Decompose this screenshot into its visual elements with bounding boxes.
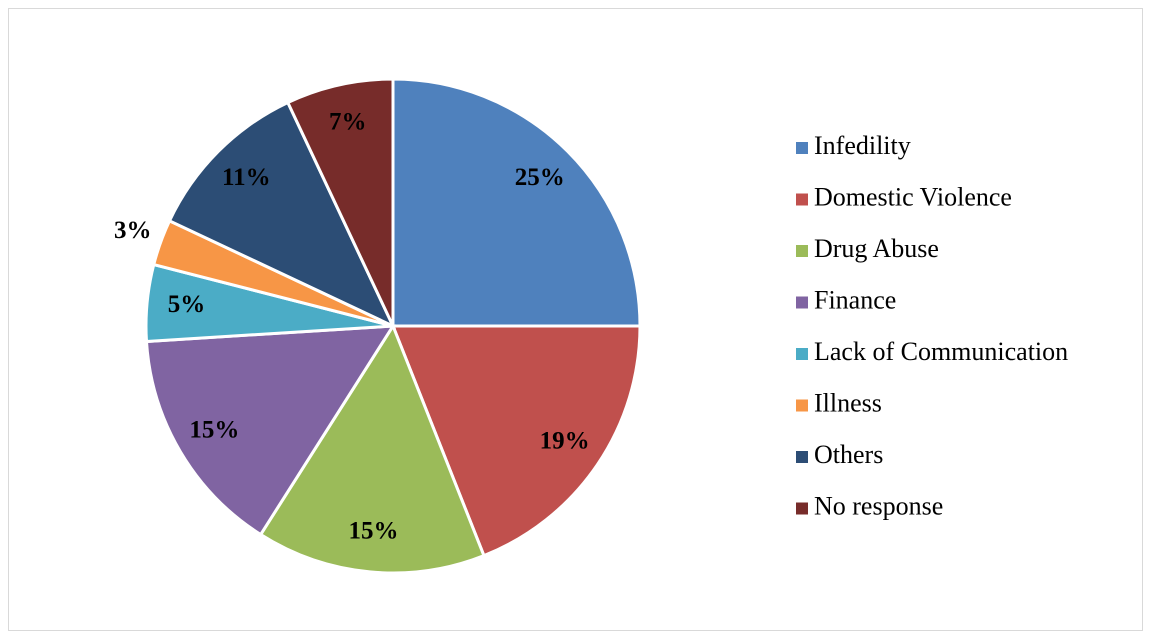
- pie-slice: [390, 324, 642, 558]
- pie-slice: [144, 324, 396, 537]
- legend-swatch: [796, 142, 808, 154]
- legend-label: Domestic Violence: [814, 182, 1012, 211]
- data-label: 25%: [515, 164, 565, 191]
- data-label: 7%: [329, 108, 367, 135]
- pie-slice: [167, 100, 397, 330]
- legend-swatch: [796, 502, 808, 515]
- data-label: 11%: [222, 164, 271, 191]
- data-label: 5%: [168, 291, 206, 318]
- legend-swatch: [796, 296, 808, 309]
- data-label: 15%: [189, 416, 239, 443]
- legend-label: Lack of Communication: [814, 337, 1068, 366]
- pie-slice: [285, 77, 395, 327]
- legend-swatch: [796, 193, 808, 206]
- legend-label: Illness: [814, 388, 882, 417]
- data-label: 19%: [540, 427, 590, 454]
- data-label: 15%: [348, 517, 398, 544]
- legend-swatch: [796, 348, 808, 360]
- data-label: 3%: [114, 217, 152, 244]
- legend-label: Others: [814, 440, 883, 469]
- legend-swatch: [796, 451, 808, 463]
- legend-label: Finance: [814, 285, 896, 314]
- legend-label: Drug Abuse: [814, 234, 939, 263]
- pie-slice: [258, 322, 486, 575]
- legend-swatch: [796, 245, 808, 257]
- legend-swatch: [796, 399, 808, 412]
- legend-label: No response: [814, 491, 943, 520]
- legend-label: Infedility: [814, 131, 911, 160]
- pie-slice: [391, 77, 642, 328]
